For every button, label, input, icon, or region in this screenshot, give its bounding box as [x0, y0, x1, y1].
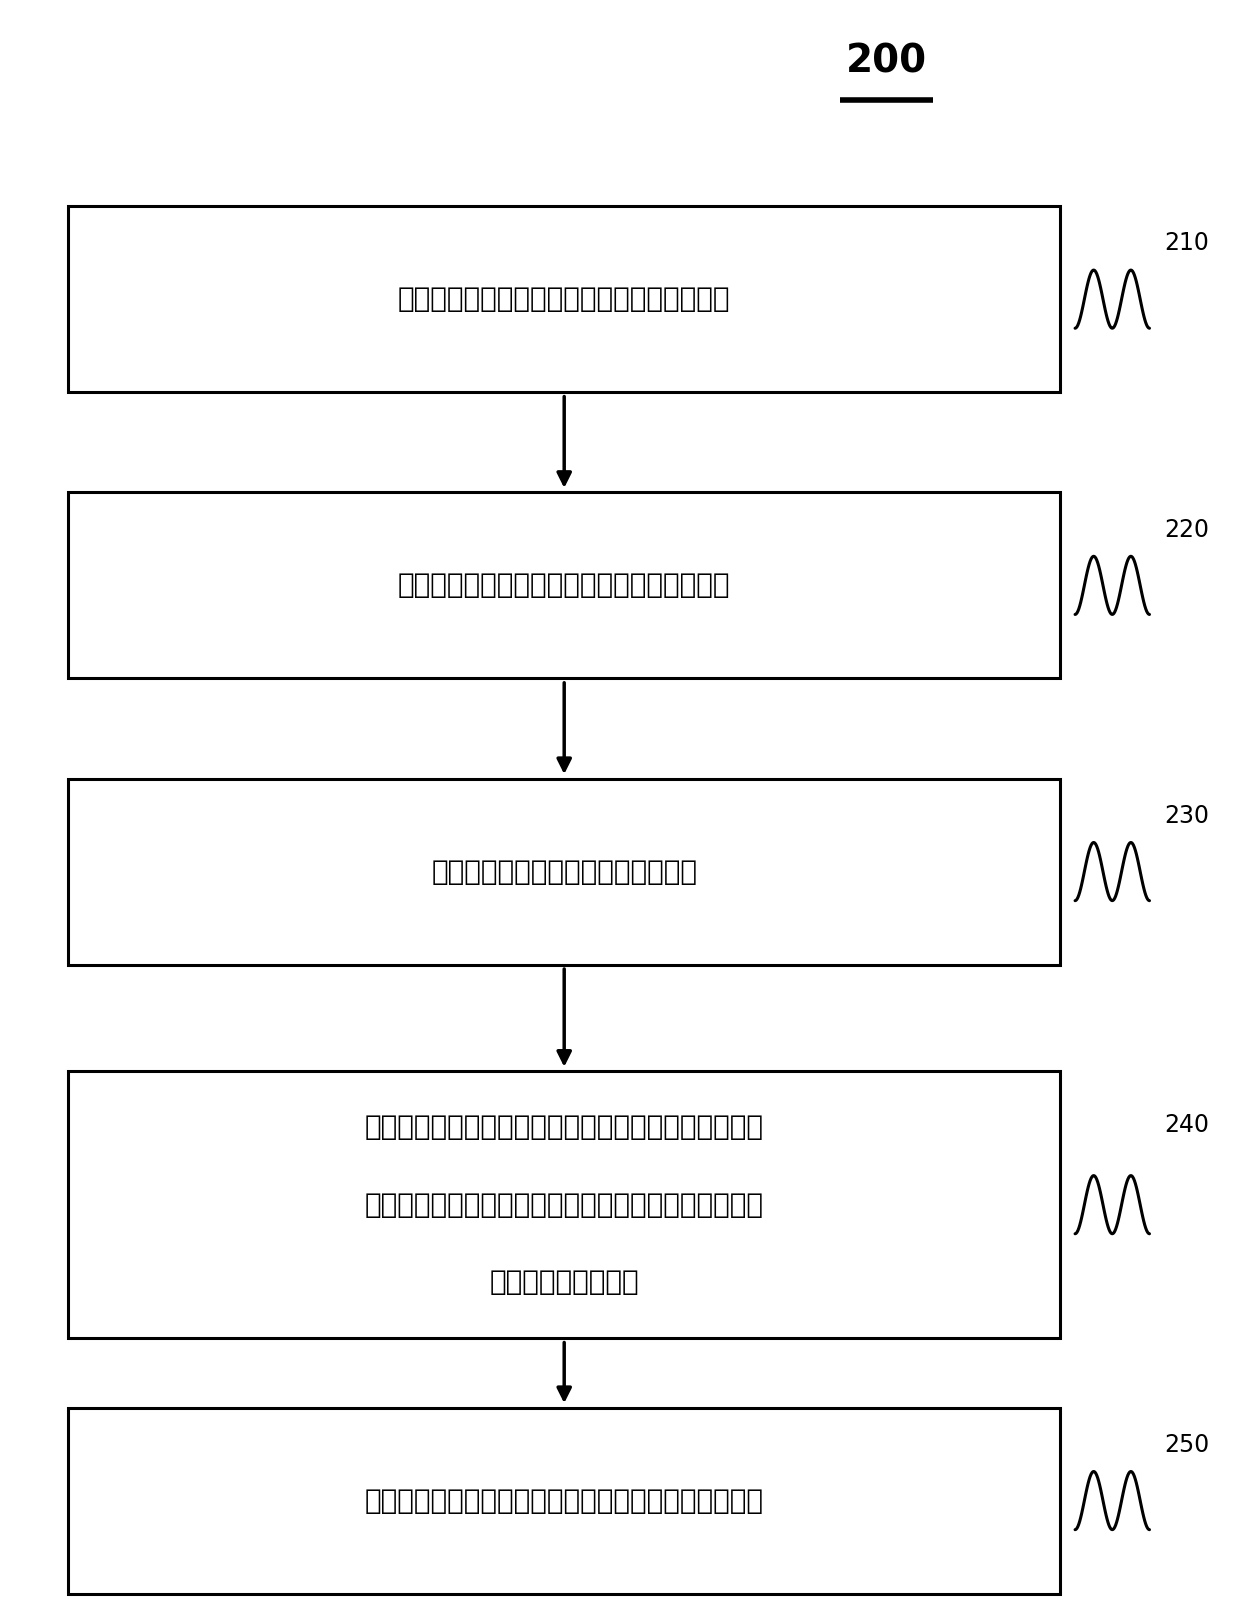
- FancyBboxPatch shape: [68, 778, 1060, 964]
- FancyBboxPatch shape: [68, 1070, 1060, 1339]
- Text: 240: 240: [1164, 1112, 1209, 1137]
- Text: 将各第一落袋口的当前位置作为当前聚类中心: 将各第一落袋口的当前位置作为当前聚类中心: [398, 571, 730, 600]
- Text: 250: 250: [1164, 1433, 1209, 1457]
- Text: 响应于各聚类的实际聚类中心的位置与各第一落袋口的: 响应于各聚类的实际聚类中心的位置与各第一落袋口的: [365, 1112, 764, 1142]
- Text: 一落袋口的最终位置: 一落袋口的最终位置: [490, 1268, 639, 1297]
- Text: 230: 230: [1164, 804, 1209, 828]
- Text: 利用自动导引运输车，向分拣中心的各落袋口传送货物: 利用自动导引运输车，向分拣中心的各落袋口传送货物: [365, 1486, 764, 1515]
- Text: 200: 200: [846, 42, 928, 81]
- FancyBboxPatch shape: [68, 205, 1060, 393]
- Text: 210: 210: [1164, 231, 1209, 255]
- FancyBboxPatch shape: [68, 492, 1060, 679]
- Text: 220: 220: [1164, 517, 1209, 542]
- Text: 当前位置相对应，将各第一落袋口的当前位置作为各第: 当前位置相对应，将各第一落袋口的当前位置作为各第: [365, 1190, 764, 1219]
- Text: 对分拣中心的各落袋口执行聚类操作: 对分拣中心的各落袋口执行聚类操作: [432, 857, 697, 886]
- Text: 确定分拣中心所包含的第一落袋口的当前位置: 确定分拣中心所包含的第一落袋口的当前位置: [398, 285, 730, 314]
- FancyBboxPatch shape: [68, 1407, 1060, 1594]
